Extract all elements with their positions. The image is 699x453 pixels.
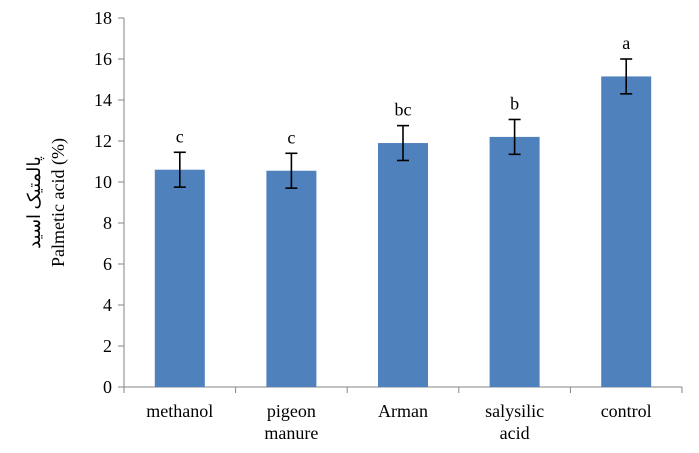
y-axis-title: پالمتیک اسید	[24, 156, 45, 249]
y-tick-label: 6	[103, 254, 112, 274]
significance-letter: b	[510, 93, 519, 113]
bar	[266, 170, 317, 387]
error-bars	[173, 58, 633, 189]
y-axis-title: Palmetic acid (%)	[48, 138, 69, 267]
significance-letter: bc	[395, 100, 412, 120]
x-category-label: control	[601, 401, 652, 421]
y-tick-label: 16	[94, 49, 112, 69]
y-tick-label: 0	[103, 377, 112, 397]
significance-letter: a	[622, 33, 630, 53]
x-category-label: methanol	[146, 401, 213, 421]
y-tick-label: 14	[94, 90, 112, 110]
x-category-label: Arman	[378, 401, 428, 421]
x-category-label: salysilic	[485, 401, 544, 421]
y-tick-label: 4	[103, 295, 112, 315]
y-axis-label: پالمتیک اسید Palmetic acid (%)	[24, 138, 69, 267]
bar	[378, 143, 428, 387]
x-category-label: acid	[500, 423, 530, 443]
bar	[154, 169, 205, 387]
significance-letter: c	[176, 126, 184, 146]
x-category-label: manure	[264, 423, 318, 443]
y-tick-label: 8	[103, 213, 112, 233]
y-tick-label: 18	[94, 8, 112, 28]
significance-letter: c	[287, 127, 295, 147]
x-category-label: pigeon	[267, 401, 316, 421]
y-tick-label: 2	[103, 336, 112, 356]
bar	[489, 136, 540, 387]
y-tick-label: 12	[94, 131, 112, 151]
bar	[601, 76, 652, 388]
x-axis	[123, 386, 683, 393]
y-axis: 0 2 4 6 8 10 12 14 16 18	[94, 8, 125, 397]
y-tick-label: 10	[94, 172, 112, 192]
significance-letters: c c bc b a	[176, 33, 630, 147]
bar-series	[154, 76, 652, 388]
